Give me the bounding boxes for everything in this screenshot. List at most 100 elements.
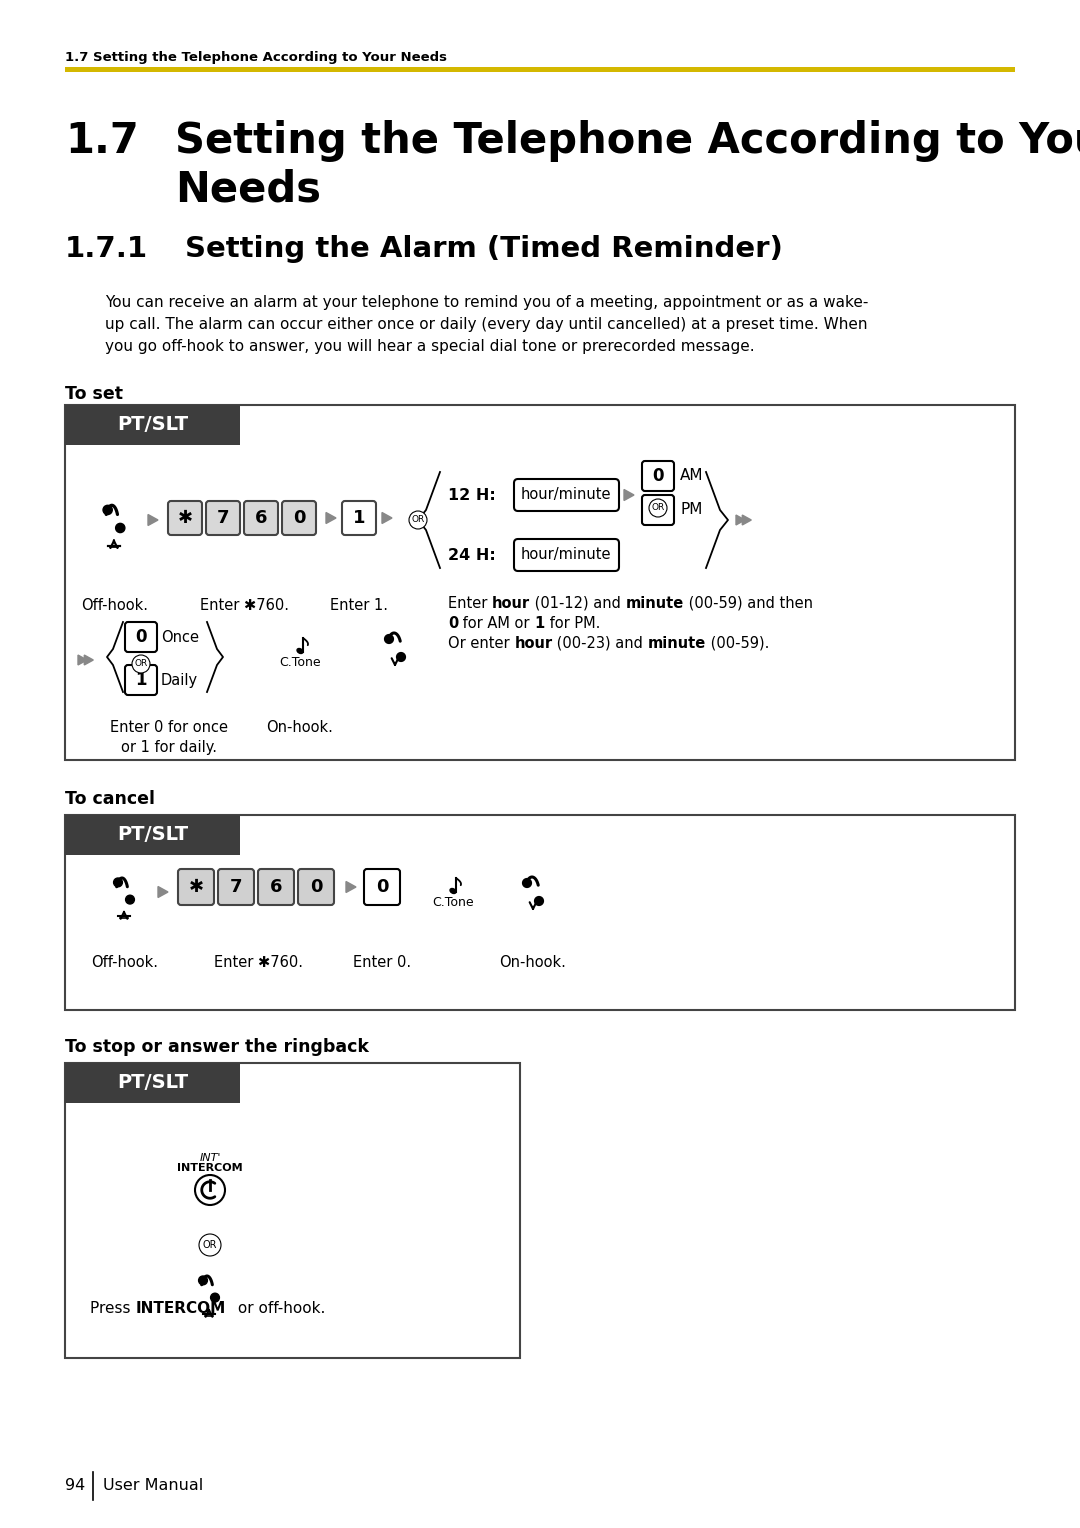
Bar bbox=[65, 1063, 240, 1103]
Circle shape bbox=[199, 1235, 221, 1256]
Text: hour: hour bbox=[492, 596, 530, 611]
Polygon shape bbox=[148, 515, 158, 526]
Ellipse shape bbox=[297, 648, 303, 654]
Text: Enter 0.: Enter 0. bbox=[353, 955, 411, 970]
Text: for PM.: for PM. bbox=[544, 616, 600, 631]
Bar bbox=[65, 405, 240, 445]
Text: 24 H:: 24 H: bbox=[448, 547, 496, 562]
Text: AM: AM bbox=[680, 469, 703, 483]
FancyBboxPatch shape bbox=[125, 665, 157, 695]
Text: Enter 1.: Enter 1. bbox=[330, 597, 388, 613]
Text: 6: 6 bbox=[270, 879, 282, 895]
Text: ✱: ✱ bbox=[177, 509, 192, 527]
Circle shape bbox=[125, 895, 134, 905]
Text: Enter 0 for once: Enter 0 for once bbox=[110, 720, 228, 735]
Text: 7: 7 bbox=[217, 509, 229, 527]
Text: Enter ✱760.: Enter ✱760. bbox=[214, 955, 302, 970]
Text: 0: 0 bbox=[652, 468, 664, 484]
Circle shape bbox=[396, 652, 405, 662]
FancyBboxPatch shape bbox=[642, 461, 674, 490]
Text: To cancel: To cancel bbox=[65, 790, 156, 808]
Text: INTERCOM: INTERCOM bbox=[177, 1163, 243, 1174]
Text: 1: 1 bbox=[135, 671, 147, 689]
Text: for AM or: for AM or bbox=[458, 616, 535, 631]
Text: hour: hour bbox=[514, 636, 552, 651]
Text: minute: minute bbox=[648, 636, 706, 651]
FancyBboxPatch shape bbox=[206, 501, 240, 535]
Text: 7: 7 bbox=[230, 879, 242, 895]
Circle shape bbox=[116, 524, 125, 533]
FancyBboxPatch shape bbox=[218, 869, 254, 905]
Text: minute: minute bbox=[625, 596, 684, 611]
Bar bbox=[65, 814, 240, 856]
Text: Setting the Alarm (Timed Reminder): Setting the Alarm (Timed Reminder) bbox=[185, 235, 783, 263]
Ellipse shape bbox=[450, 888, 456, 894]
Circle shape bbox=[211, 1293, 219, 1302]
Polygon shape bbox=[346, 882, 356, 892]
Text: On-hook.: On-hook. bbox=[267, 720, 334, 735]
Text: You can receive an alarm at your telephone to remind you of a meeting, appointme: You can receive an alarm at your telepho… bbox=[105, 295, 868, 310]
FancyBboxPatch shape bbox=[244, 501, 278, 535]
Text: or off-hook.: or off-hook. bbox=[233, 1300, 325, 1316]
Text: 0: 0 bbox=[293, 509, 306, 527]
Text: 1.7 Setting the Telephone According to Your Needs: 1.7 Setting the Telephone According to Y… bbox=[65, 52, 447, 64]
Polygon shape bbox=[84, 656, 93, 665]
Bar bbox=[65, 67, 1015, 72]
Text: ✱: ✱ bbox=[188, 879, 203, 895]
Text: OR: OR bbox=[134, 660, 148, 669]
Text: Setting the Telephone According to Your: Setting the Telephone According to Your bbox=[175, 121, 1080, 162]
Circle shape bbox=[523, 879, 531, 888]
FancyBboxPatch shape bbox=[178, 869, 214, 905]
Text: C.Tone: C.Tone bbox=[432, 897, 474, 909]
Text: On-hook.: On-hook. bbox=[500, 955, 566, 970]
Text: hour/minute: hour/minute bbox=[521, 487, 611, 503]
Text: C.Tone: C.Tone bbox=[280, 657, 321, 669]
Text: User Manual: User Manual bbox=[103, 1479, 203, 1493]
Bar bbox=[65, 1063, 519, 1358]
Polygon shape bbox=[78, 656, 87, 665]
Text: 0: 0 bbox=[135, 628, 147, 646]
FancyBboxPatch shape bbox=[364, 869, 400, 905]
Polygon shape bbox=[742, 515, 752, 526]
Text: OR: OR bbox=[203, 1241, 217, 1250]
Circle shape bbox=[195, 1175, 225, 1206]
Text: Needs: Needs bbox=[175, 168, 321, 209]
Circle shape bbox=[535, 897, 543, 906]
Polygon shape bbox=[158, 886, 168, 897]
Circle shape bbox=[409, 510, 427, 529]
Text: 6: 6 bbox=[255, 509, 267, 527]
Text: (00-59).: (00-59). bbox=[706, 636, 769, 651]
Text: Or enter: Or enter bbox=[448, 636, 514, 651]
Text: Enter ✱760.: Enter ✱760. bbox=[200, 597, 288, 613]
Circle shape bbox=[103, 506, 112, 515]
Polygon shape bbox=[326, 512, 336, 524]
Text: To set: To set bbox=[65, 385, 123, 403]
FancyBboxPatch shape bbox=[125, 622, 157, 652]
Text: INTERCOM: INTERCOM bbox=[136, 1300, 226, 1316]
Polygon shape bbox=[382, 512, 392, 524]
Text: 94: 94 bbox=[65, 1479, 85, 1493]
FancyBboxPatch shape bbox=[514, 539, 619, 571]
Text: INT': INT' bbox=[200, 1154, 220, 1163]
Text: 0: 0 bbox=[376, 879, 388, 895]
Polygon shape bbox=[735, 515, 745, 526]
Text: 0: 0 bbox=[310, 879, 322, 895]
Circle shape bbox=[649, 500, 667, 516]
FancyBboxPatch shape bbox=[342, 501, 376, 535]
Text: or 1 for daily.: or 1 for daily. bbox=[121, 740, 217, 755]
FancyBboxPatch shape bbox=[298, 869, 334, 905]
Text: 1.7: 1.7 bbox=[65, 121, 139, 162]
Circle shape bbox=[384, 634, 393, 643]
FancyBboxPatch shape bbox=[514, 478, 619, 510]
Text: Press: Press bbox=[90, 1300, 135, 1316]
Text: (01-12) and: (01-12) and bbox=[530, 596, 625, 611]
Polygon shape bbox=[624, 489, 634, 501]
Text: Daily: Daily bbox=[161, 672, 198, 688]
Bar bbox=[65, 405, 1015, 759]
Text: PT/SLT: PT/SLT bbox=[118, 1074, 189, 1093]
Text: Once: Once bbox=[161, 630, 199, 645]
Text: Off-hook.: Off-hook. bbox=[92, 955, 159, 970]
FancyBboxPatch shape bbox=[282, 501, 316, 535]
Circle shape bbox=[199, 1276, 207, 1285]
Text: hour/minute: hour/minute bbox=[521, 547, 611, 562]
